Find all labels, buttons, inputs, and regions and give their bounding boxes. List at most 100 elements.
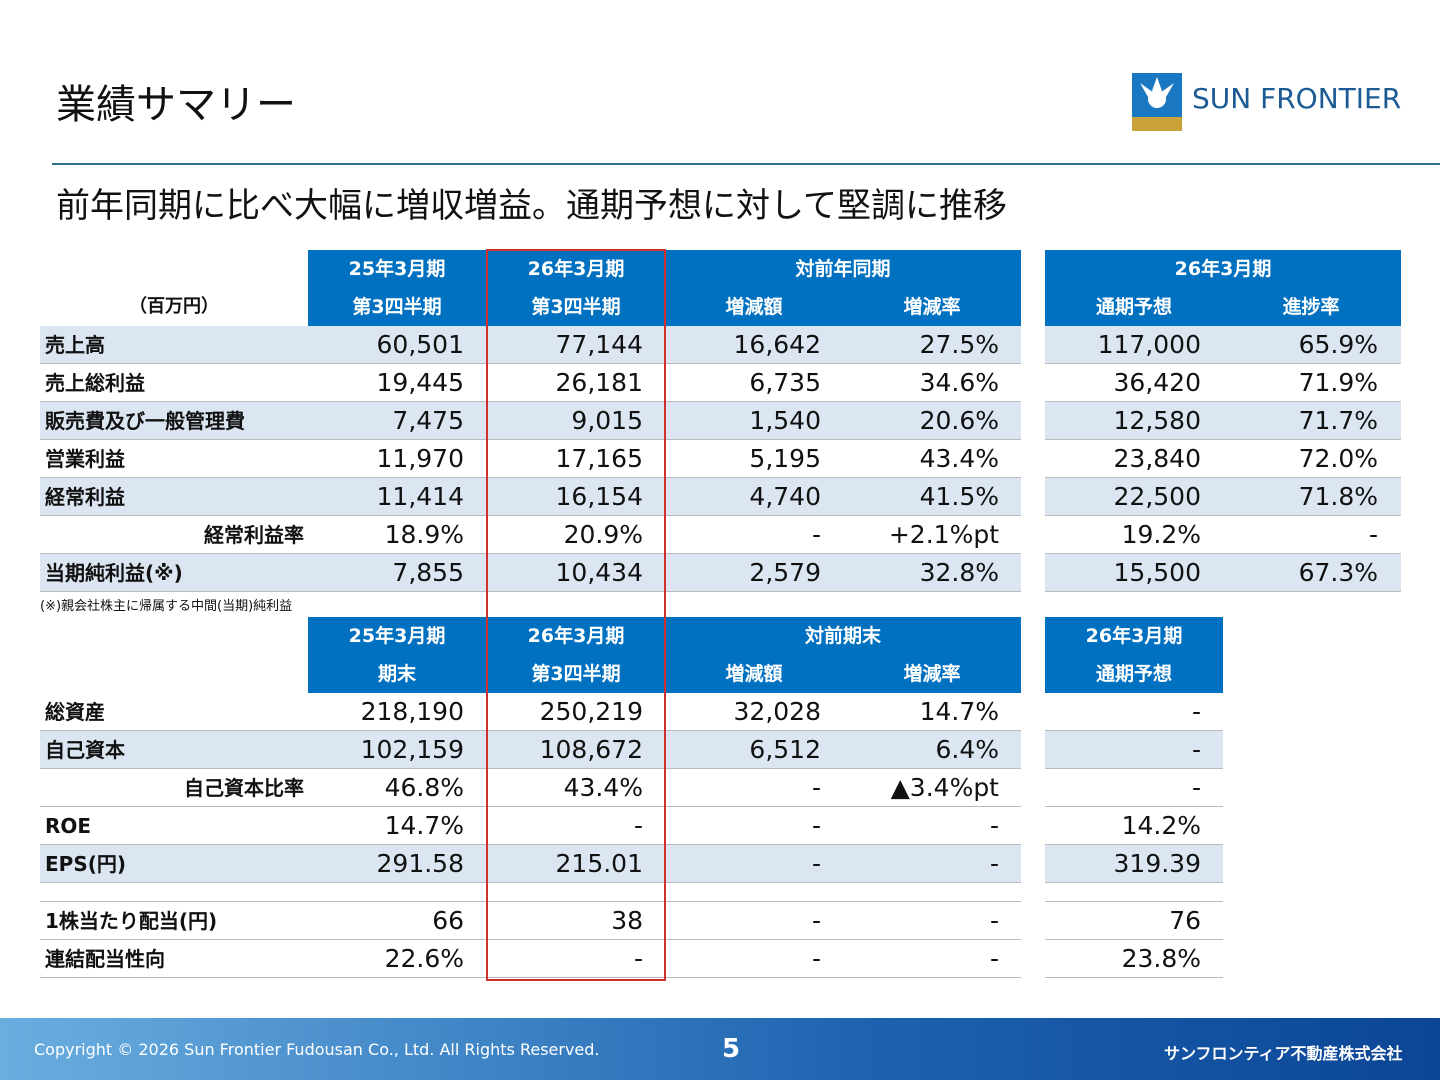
- cell-value: 1,540: [749, 406, 821, 435]
- logo-icon: [1132, 73, 1182, 131]
- row-bg: [40, 731, 1021, 769]
- cell-value: 218,190: [360, 697, 464, 726]
- cell-value: 7,855: [392, 558, 464, 587]
- header-cell: [308, 617, 486, 693]
- row-bg: [40, 402, 1021, 440]
- cell-value: 43.4%: [563, 773, 643, 802]
- row-bg: [1045, 731, 1223, 769]
- header-text: 通期予想: [1095, 663, 1172, 685]
- cell-value: 20.9%: [563, 520, 643, 549]
- cell-value: 60,501: [376, 330, 464, 359]
- cell-value: 34.6%: [919, 368, 999, 397]
- cell-value: 22,500: [1113, 482, 1201, 511]
- row-bg: [40, 326, 1021, 364]
- cell-value: -: [811, 944, 821, 973]
- cell-value: 19,445: [376, 368, 464, 397]
- row-label: 売上高: [45, 333, 105, 357]
- header-text: 対前年同期: [795, 258, 891, 280]
- header-cell: [1045, 617, 1223, 693]
- row-bg: [1045, 769, 1223, 807]
- row-label: EPS(円): [45, 852, 127, 876]
- row-label: 自己資本: [45, 738, 125, 762]
- cell-value: -: [811, 520, 821, 549]
- header-text: 進捗率: [1282, 296, 1340, 318]
- copyright: Copyright © 2026 Sun Frontier Fudousan C…: [34, 1040, 600, 1059]
- cell-value: 32.8%: [919, 558, 999, 587]
- cell-value: 18.9%: [384, 520, 464, 549]
- cell-value: 2,579: [749, 558, 821, 587]
- row-bg: [1045, 402, 1401, 440]
- cell-value: 14.7%: [919, 697, 999, 726]
- cell-value: 71.7%: [1298, 406, 1378, 435]
- cell-value: 11,970: [376, 444, 464, 473]
- row-label: 1株当たり配当(円): [45, 909, 218, 933]
- cell-value: -: [1368, 520, 1378, 549]
- row-label: 連結配当性向: [45, 947, 165, 971]
- cell-value: 43.4%: [919, 444, 999, 473]
- cell-value: 10,434: [555, 558, 643, 587]
- header-text: 26年3月期: [1174, 258, 1272, 280]
- row-label: 経常利益: [45, 485, 125, 509]
- header-cell: [665, 250, 1021, 326]
- cell-value: 72.0%: [1298, 444, 1378, 473]
- header-text: 25年3月期: [348, 258, 446, 280]
- row-bg: [40, 902, 1021, 940]
- row-bg: [1045, 440, 1401, 478]
- cell-value: -: [1191, 735, 1201, 764]
- cell-value: 27.5%: [919, 330, 999, 359]
- cell-value: ▲3.4%pt: [890, 773, 999, 802]
- cell-value: 46.8%: [384, 773, 464, 802]
- row-label: 当期純利益(※): [45, 561, 183, 585]
- cell-value: +2.1%pt: [888, 520, 999, 549]
- header-cell: [487, 250, 665, 326]
- cell-value: 108,672: [539, 735, 643, 764]
- cell-value: 32,028: [733, 697, 821, 726]
- cell-value: -: [1191, 697, 1201, 726]
- cell-value: 16,642: [733, 330, 821, 359]
- footer-bar: [0, 1018, 1440, 1080]
- row-label: 自己資本比率: [184, 776, 304, 800]
- cell-value: 67.3%: [1298, 558, 1378, 587]
- unit-label: （百万円）: [129, 296, 219, 317]
- row-bg: [1045, 693, 1223, 731]
- cell-value: 5,195: [749, 444, 821, 473]
- header-text: 増減率: [903, 663, 961, 685]
- cell-value: 76: [1169, 906, 1201, 935]
- row-label: ROE: [45, 814, 92, 838]
- header-text: 第3四半期: [352, 296, 442, 318]
- cell-value: -: [989, 906, 999, 935]
- row-bg: [1045, 940, 1223, 978]
- cell-value: 9,015: [571, 406, 643, 435]
- cell-value: -: [989, 811, 999, 840]
- row-bg: [40, 845, 1021, 883]
- cell-value: -: [633, 811, 643, 840]
- row-bg: [40, 693, 1021, 731]
- cell-value: 36,420: [1113, 368, 1201, 397]
- row-bg: [1045, 364, 1401, 402]
- header-text: 25年3月期: [348, 625, 446, 647]
- cell-value: 23,840: [1113, 444, 1201, 473]
- cell-value: 14.2%: [1121, 811, 1201, 840]
- note: (※)親会社株主に帰属する中間(当期)純利益: [40, 599, 293, 614]
- cell-value: 20.6%: [919, 406, 999, 435]
- cell-value: 22.6%: [384, 944, 464, 973]
- cell-value: 102,159: [360, 735, 464, 764]
- page-number: 5: [722, 1034, 741, 1064]
- cell-value: 26,181: [555, 368, 643, 397]
- cell-value: 4,740: [749, 482, 821, 511]
- cell-value: 7,475: [392, 406, 464, 435]
- row-bg: [1045, 845, 1223, 883]
- row-bg: [1045, 902, 1223, 940]
- cell-value: 291.58: [376, 849, 464, 878]
- title: 業績サマリー: [56, 82, 296, 128]
- cell-value: 16,154: [555, 482, 643, 511]
- header-cell: [665, 617, 1021, 693]
- cell-value: 11,414: [376, 482, 464, 511]
- cell-value: 23.8%: [1121, 944, 1201, 973]
- row-label: 売上総利益: [45, 371, 145, 395]
- row-bg: [1045, 326, 1401, 364]
- cell-value: 71.9%: [1298, 368, 1378, 397]
- cell-value: -: [1191, 773, 1201, 802]
- row-label: 販売費及び一般管理費: [45, 409, 245, 433]
- cell-value: -: [811, 773, 821, 802]
